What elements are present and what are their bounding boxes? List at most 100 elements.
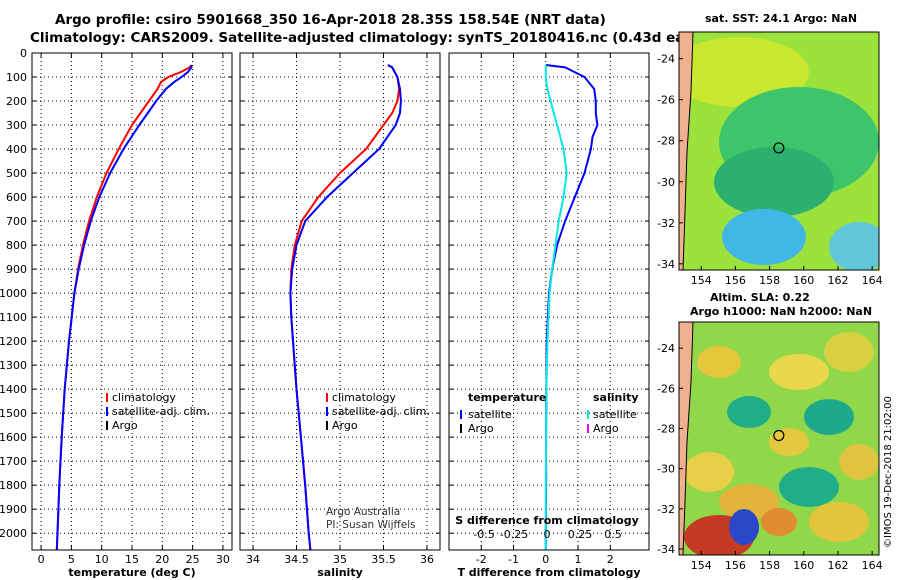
axes-box-1 <box>239 52 441 551</box>
title-line-1: Argo profile: csiro 5901668_350 16-Apr-2… <box>55 12 606 28</box>
axes-box-2 <box>448 52 650 551</box>
map-ytick-label-1-1: -26 <box>657 382 675 395</box>
depth-label-1: 100 <box>6 71 27 84</box>
xtick2-label-1: -0.25 <box>500 528 528 541</box>
sla-map-title: Altim. SLA: 0.22 <box>710 291 810 304</box>
series-0-0 <box>55 64 193 551</box>
map-xtick-label-1-1: 156 <box>725 559 746 572</box>
map-xtick-label-1-3: 160 <box>793 559 814 572</box>
map-xtick-label-0-2: 158 <box>759 274 780 287</box>
map-ytick-label-1-3: -30 <box>657 463 675 476</box>
map-ytick-label-0-0: -24 <box>657 53 675 66</box>
xtick-label-0-2: 10 <box>95 553 109 566</box>
depth-label-17: 1700 <box>0 455 27 468</box>
map-ytick-label-0-5: -34 <box>657 258 675 271</box>
legend-temp-label-1: Argo <box>468 422 494 435</box>
attribution-0: Argo Australia <box>326 506 400 518</box>
depth-label-0: 0 <box>20 47 27 60</box>
series-2-0 <box>544 64 599 550</box>
xtick-label-0-6: 30 <box>216 553 230 566</box>
sst-cool-patch-2 <box>829 222 879 270</box>
map-xtick-label-1-5: 164 <box>862 559 883 572</box>
sla-blob-7 <box>779 467 839 507</box>
map-xtick-label-1-0: 154 <box>691 559 712 572</box>
legend-sal-label-0: satellite <box>593 408 637 421</box>
legend-sal-title: salinity <box>593 391 639 404</box>
sla-blob-11 <box>729 509 759 545</box>
xtick-label-2-3: 1 <box>575 553 582 566</box>
land-1 <box>679 322 694 555</box>
sla-blob-8 <box>839 444 879 480</box>
xtick-label-2-4: 2 <box>607 553 614 566</box>
legend-label-1-1: satellite-adj. clim. <box>332 405 430 418</box>
xtick-label-1-2: 35 <box>333 553 347 566</box>
xtick-label-2-2: 0 <box>542 553 549 566</box>
map-xtick-label-1-2: 158 <box>759 559 780 572</box>
depth-label-3: 300 <box>6 119 27 132</box>
series-0-1 <box>55 65 193 551</box>
xtick-label-2-1: -1 <box>508 553 519 566</box>
map-frame-0 <box>678 31 880 271</box>
xtick-label-1-4: 36 <box>420 553 434 566</box>
xtick-label-1-0: 34 <box>246 553 260 566</box>
argo-position-marker-1 <box>773 429 785 442</box>
depth-label-14: 1400 <box>0 383 27 396</box>
sla-blob-5 <box>769 428 809 456</box>
legend-temp-title: temperature <box>468 391 546 404</box>
depth-label-15: 1500 <box>0 407 27 420</box>
series-1-1 <box>289 64 402 551</box>
sla-blob-2 <box>824 332 874 372</box>
xtick-label-0-1: 5 <box>68 553 75 566</box>
map-image-1 <box>679 322 879 555</box>
depth-label-2: 200 <box>6 95 27 108</box>
xtick-label-0-0: 0 <box>38 553 45 566</box>
depth-label-13: 1300 <box>0 359 27 372</box>
sla-blob-13 <box>809 502 869 542</box>
depth-label-11: 1100 <box>0 311 27 324</box>
xaxis-label-0: temperature (deg C) <box>68 566 195 579</box>
legend-sal-label-1: Argo <box>593 422 619 435</box>
xtick2-label-2: 0 <box>544 528 551 541</box>
map-ytick-label-0-3: -30 <box>657 176 675 189</box>
map-xtick-label-0-5: 164 <box>862 274 883 287</box>
xtick-label-0-4: 20 <box>155 553 169 566</box>
xaxis2-label: S difference from climatology <box>455 514 639 527</box>
depth-label-5: 500 <box>6 167 27 180</box>
sla-blob-1 <box>769 354 829 390</box>
xaxis-label-1: salinity <box>317 566 363 579</box>
depth-label-12: 1200 <box>0 335 27 348</box>
depth-label-6: 600 <box>6 191 27 204</box>
map-xtick-label-0-1: 156 <box>725 274 746 287</box>
xtick-label-0-5: 25 <box>186 553 200 566</box>
depth-label-7: 700 <box>6 215 27 228</box>
depth-label-19: 1900 <box>0 503 27 516</box>
axes-box-0 <box>31 52 233 551</box>
xtick-label-2-0: -2 <box>476 553 487 566</box>
sla-blob-12 <box>761 508 797 536</box>
map-image-0 <box>679 32 879 270</box>
map-frame-1 <box>678 321 880 556</box>
map-ytick-label-0-1: -26 <box>657 94 675 107</box>
sst-cool-patch <box>722 209 806 265</box>
depth-label-16: 1600 <box>0 431 27 444</box>
depth-label-18: 1800 <box>0 479 27 492</box>
attribution-1: PI: Susan Wijffels <box>326 519 416 531</box>
depth-label-4: 400 <box>6 143 27 156</box>
xtick2-label-4: 0.5 <box>604 528 622 541</box>
sst-map-title: sat. SST: 24.1 Argo: NaN <box>705 12 858 25</box>
map-xtick-label-0-0: 154 <box>691 274 712 287</box>
map-ytick-label-1-5: -34 <box>657 543 675 556</box>
legend-label-0-2: Argo <box>112 419 138 432</box>
map-ytick-label-0-2: -28 <box>657 135 675 148</box>
sla-blob-4 <box>804 399 854 435</box>
map-ytick-label-1-0: -24 <box>657 342 675 355</box>
map-ytick-label-0-4: -32 <box>657 217 675 230</box>
series-1-0 <box>289 64 401 551</box>
depth-label-10: 1000 <box>0 287 27 300</box>
title-line-2: Climatology: CARS2009. Satellite-adjuste… <box>30 30 723 46</box>
sla-blob-9 <box>719 484 779 520</box>
depth-label-20: 2000 <box>0 527 27 540</box>
map-xtick-label-0-4: 162 <box>827 274 848 287</box>
sla-blob-6 <box>684 452 734 492</box>
